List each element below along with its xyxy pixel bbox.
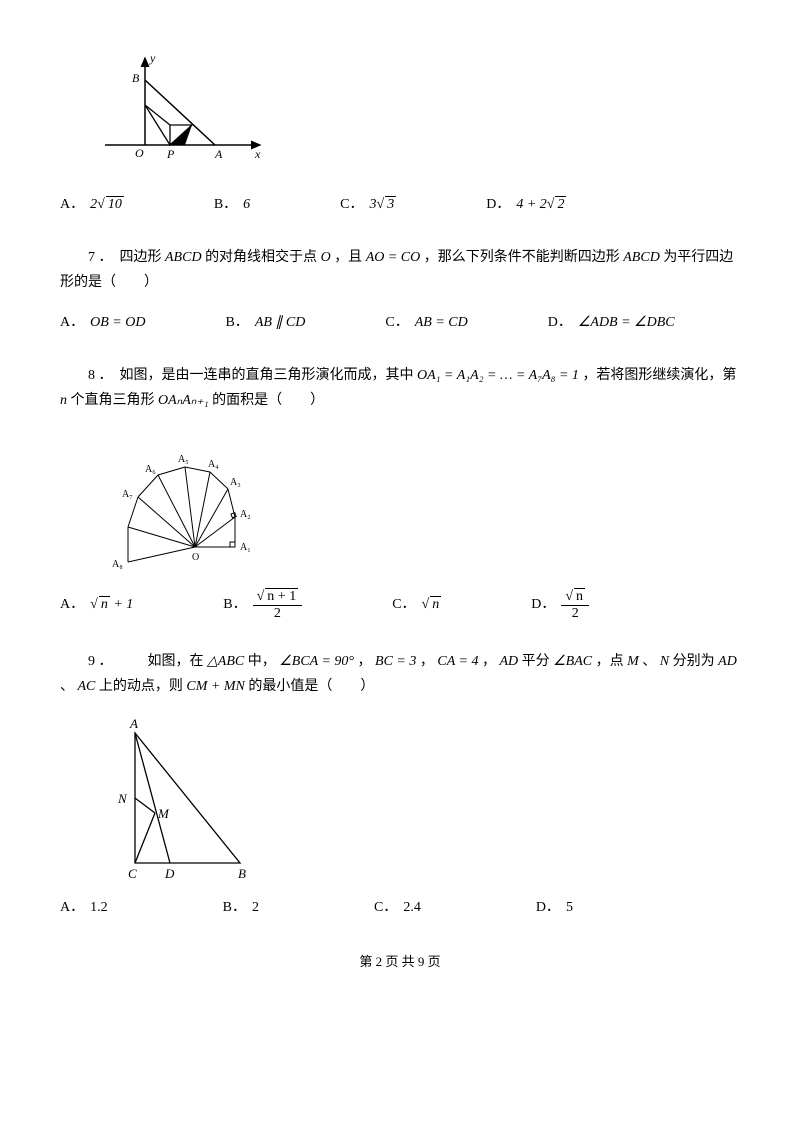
b-label: B <box>132 71 140 85</box>
svg-text:A₃: A₃ <box>230 477 241 488</box>
q6-options: A． 2√10 B． 6 C． 3√3 D． 4 + 2√2 <box>60 192 740 217</box>
q9-opt-a: A．1.2 <box>60 895 108 920</box>
svg-text:A₆: A₆ <box>145 464 156 475</box>
q9-options: A．1.2 B．2 C．2.4 D．5 <box>60 895 740 920</box>
svg-text:C: C <box>128 866 137 881</box>
q9-opt-b: B．2 <box>223 895 259 920</box>
q9-opt-d: D．5 <box>536 895 573 920</box>
x-label: x <box>254 147 261 161</box>
q8-figure: A₁ A₂ A₃ A₄ A₅ A₆ A₇ A₈ O <box>100 427 740 577</box>
q7-opt-a: A．OB = OD <box>60 310 145 335</box>
svg-text:M: M <box>157 806 170 821</box>
q9-figure: A N M C D B <box>100 713 740 883</box>
svg-text:O: O <box>192 552 199 563</box>
q8-text: 8 ． 如图，是由一连串的直角三角形演化而成，其中 OA₁ = A₁A₂ = …… <box>60 363 740 413</box>
svg-text:A₂: A₂ <box>240 509 251 520</box>
svg-text:A₄: A₄ <box>208 459 219 470</box>
q6-opt-b: B． 6 <box>214 192 250 217</box>
page-footer: 第 2 页 共 9 页 <box>60 950 740 973</box>
svg-text:N: N <box>117 791 128 806</box>
q7-text: 7 ． 四边形 ABCD 的对角线相交于点 O ，且 AO = CO ，那么下列… <box>60 245 740 295</box>
o-label: O <box>135 146 144 160</box>
q8-opt-d: D． √n2 <box>531 589 589 621</box>
q7-opt-b: B．AB ∥ CD <box>225 310 305 335</box>
q8-options: A． √n + 1 B． √n + 12 C． √n D． √n2 <box>60 589 740 621</box>
svg-text:A: A <box>129 716 138 731</box>
svg-text:B: B <box>238 866 246 881</box>
a-label: A <box>214 147 223 161</box>
q6-opt-a: A． 2√10 <box>60 192 124 217</box>
q9-opt-c: C．2.4 <box>374 895 421 920</box>
q6-opt-c: C． 3√3 <box>340 192 396 217</box>
q8-opt-b: B． √n + 12 <box>223 589 302 621</box>
q7-options: A．OB = OD B．AB ∥ CD C．AB = CD D．∠ADB = ∠… <box>60 310 740 335</box>
y-label: y <box>149 51 156 65</box>
svg-text:A₁: A₁ <box>240 542 251 553</box>
svg-text:D: D <box>164 866 175 881</box>
q6-opt-d: D． 4 + 2√2 <box>486 192 566 217</box>
q8-opt-c: C． √n <box>392 589 441 621</box>
q7-opt-d: D．∠ADB = ∠DBC <box>548 310 675 335</box>
p-label: P <box>166 147 175 161</box>
q8-opt-a: A． √n + 1 <box>60 589 133 621</box>
svg-text:A₈: A₈ <box>112 559 123 570</box>
q6-figure: y x O B A P <box>100 50 740 180</box>
svg-text:A₇: A₇ <box>122 489 133 500</box>
q7-opt-c: C．AB = CD <box>385 310 467 335</box>
svg-text:A₅: A₅ <box>178 454 189 465</box>
q9-text: 9 ． 如图，在 △ABC 中， ∠BCA = 90° ， BC = 3 ， C… <box>60 649 740 699</box>
